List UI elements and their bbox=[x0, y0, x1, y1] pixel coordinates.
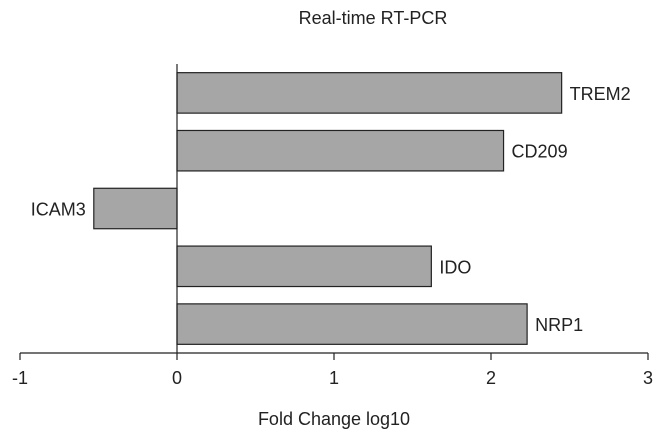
bars-group: TREM2 CD209 ICAM3 IDO NRP1 bbox=[31, 72, 631, 345]
x-tick-label: 3 bbox=[643, 368, 653, 388]
bar-icam3 bbox=[93, 187, 178, 230]
bar-label: ICAM3 bbox=[31, 200, 86, 220]
bar-nrp1 bbox=[176, 303, 528, 345]
chart-title: Real-time RT-PCR bbox=[299, 8, 448, 28]
x-tick-label: 2 bbox=[486, 368, 496, 388]
bar-trem2 bbox=[176, 72, 563, 114]
x-axis-label: Fold Change log10 bbox=[258, 409, 410, 429]
x-axis: -1 0 1 2 3 bbox=[12, 64, 653, 388]
x-tick-label: -1 bbox=[12, 368, 28, 388]
bar-label: CD209 bbox=[512, 142, 568, 162]
bar-ido bbox=[176, 245, 432, 288]
bar-label: IDO bbox=[439, 257, 471, 277]
x-tick-label: 0 bbox=[172, 368, 182, 388]
bar-label: TREM2 bbox=[570, 84, 631, 104]
bar-label: NRP1 bbox=[535, 315, 583, 335]
x-tick-label: 1 bbox=[329, 368, 339, 388]
bar-cd209 bbox=[176, 129, 505, 172]
